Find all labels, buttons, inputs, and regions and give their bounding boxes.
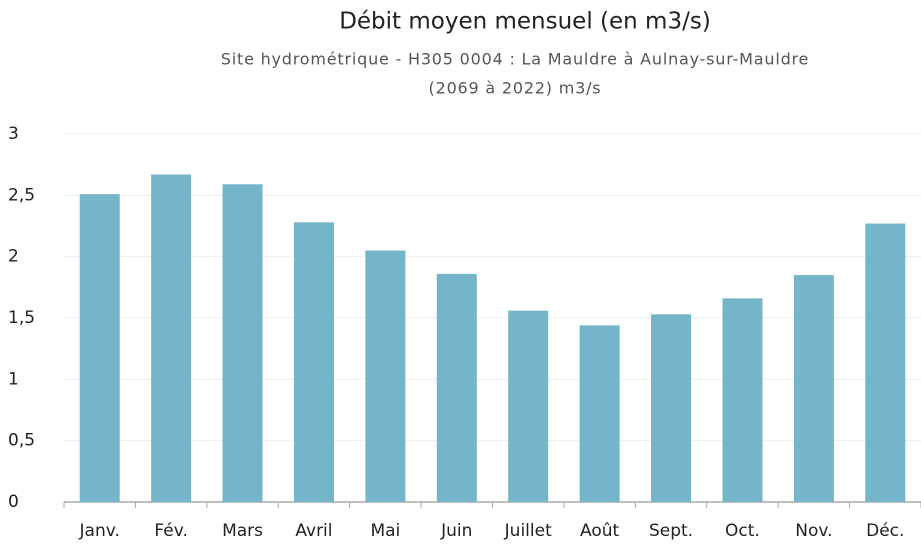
bar	[793, 275, 834, 502]
x-tick-label: Juillet	[504, 521, 552, 541]
y-tick-label: 0	[8, 492, 19, 512]
x-tick-label: Avril	[295, 521, 332, 541]
y-tick-label: 2,5	[8, 185, 35, 205]
x-tick-label: Mai	[370, 521, 400, 541]
chart-title: Débit moyen mensuel (en m3/s)	[339, 9, 711, 35]
x-tick-label: Mars	[222, 521, 263, 541]
x-tick-label: Déc.	[866, 521, 904, 541]
y-tick-label: 3	[8, 124, 19, 144]
bar	[865, 223, 906, 502]
x-tick-label: Août	[580, 521, 620, 541]
x-tick-label: Nov.	[795, 521, 832, 541]
bar	[508, 310, 549, 502]
bar	[79, 194, 120, 502]
x-tick-label: Janv.	[79, 521, 120, 541]
x-tick-label: Oct.	[725, 521, 760, 541]
x-tick-label: Sept.	[649, 521, 693, 541]
x-tick-label: Fév.	[154, 521, 187, 541]
bar	[293, 222, 334, 502]
chart-subtitle: Site hydrométrique - H305 0004 : La Maul…	[221, 50, 809, 69]
bar	[722, 298, 763, 502]
y-tick-label: 2	[8, 247, 19, 267]
y-tick-label: 0,5	[8, 431, 35, 451]
bar	[651, 314, 692, 502]
bar	[436, 273, 477, 502]
x-tick-label: Juin	[440, 521, 472, 541]
bar	[222, 184, 263, 502]
bar	[151, 174, 192, 503]
bar	[365, 250, 406, 502]
bar	[579, 325, 620, 502]
chart-subtitle: (2069 à 2022) m3/s	[429, 79, 602, 98]
y-tick-label: 1,5	[8, 308, 35, 328]
y-tick-label: 1	[8, 369, 19, 389]
